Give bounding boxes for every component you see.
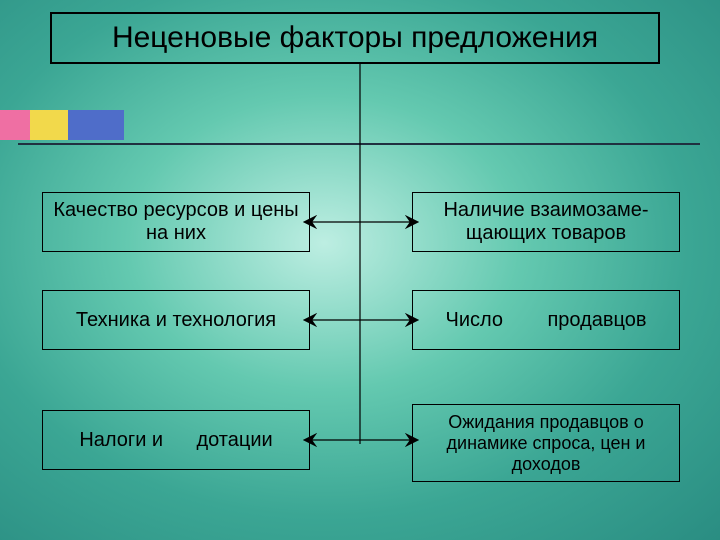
diagram-title-text: Неценовые факторы предложения <box>112 21 598 55</box>
box-right-1-text: Наличие взаимозаме-щающих товаров <box>417 199 675 245</box>
box-right-2: Число продавцов <box>412 290 680 350</box>
box-left-3: Налоги и дотации <box>42 410 310 470</box>
box-right-1: Наличие взаимозаме-щающих товаров <box>412 192 680 252</box>
box-right-3-text: Ожидания продавцов о динамике спроса, це… <box>417 412 675 475</box>
box-left-3-text: Налоги и дотации <box>79 429 272 452</box>
box-left-2-text: Техника и технология <box>76 309 276 332</box>
decor-bar-blue <box>68 110 124 140</box>
box-right-3: Ожидания продавцов о динамике спроса, це… <box>412 404 680 482</box>
box-left-2: Техника и технология <box>42 290 310 350</box>
box-left-1-text: Качество ресурсов и цены на них <box>47 199 305 245</box>
box-right-2-text: Число продавцов <box>445 309 646 332</box>
diagram-title: Неценовые факторы предложения <box>50 12 660 64</box>
box-left-1: Качество ресурсов и цены на них <box>42 192 310 252</box>
